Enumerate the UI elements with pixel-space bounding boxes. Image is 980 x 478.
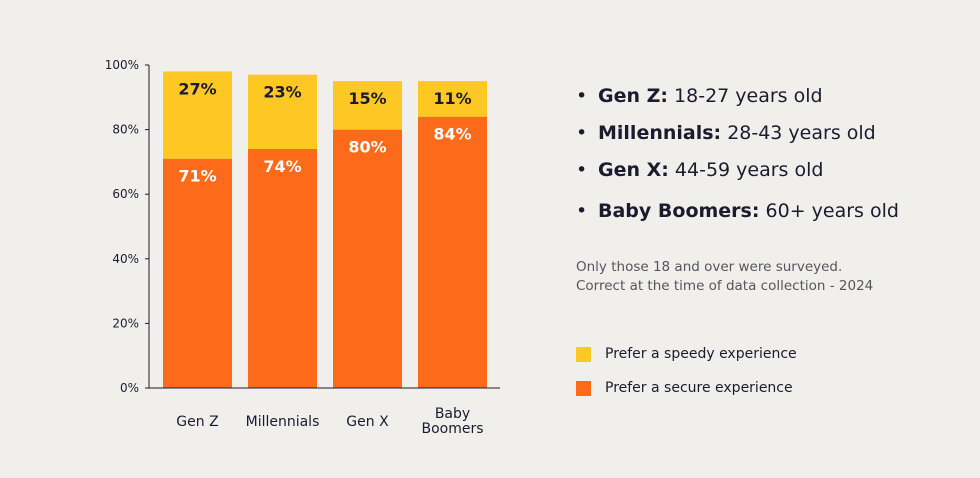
note-line-1: Only those 18 and over were surveyed. — [576, 259, 843, 275]
y-tick-label: 60% — [112, 187, 139, 201]
x-tick-label: Millennials — [246, 414, 320, 430]
survey-note: Only those 18 and over were surveyed. Co… — [576, 258, 873, 296]
legend-label: Prefer a speedy experience — [605, 346, 797, 362]
bullet-desc: 44-59 years old — [674, 159, 824, 181]
bullet-baby-boomers: Baby Boomers: 60+ years old — [576, 197, 899, 234]
data-label: 15% — [348, 89, 386, 108]
bar-secure — [248, 148, 317, 388]
x-tick-label: Gen Z — [176, 414, 218, 430]
x-tick-label: Gen X — [346, 414, 389, 430]
y-tick-label: 20% — [112, 316, 139, 330]
y-tick-label: 100% — [105, 58, 139, 72]
generation-age-list: Gen Z: 18-27 years old Millennials: 28-4… — [576, 82, 899, 234]
x-tick-label: Baby — [435, 406, 470, 422]
bar-speedy — [333, 81, 402, 130]
stacked-bar-chart: 0% 20% 40% 60% 80% 100% 71% 27% Gen Z 74% 23% Mille… — [105, 58, 500, 437]
bar-speedy — [418, 81, 487, 117]
data-label: 80% — [348, 138, 386, 157]
data-label: 23% — [263, 83, 301, 102]
bullet-gen-z: Gen Z: 18-27 years old — [576, 82, 899, 119]
bullet-desc: 18-27 years old — [674, 85, 823, 107]
data-label: 27% — [178, 79, 216, 98]
legend-swatch-secure — [576, 380, 591, 396]
y-tick-label: 80% — [112, 123, 139, 137]
bar-speedy — [248, 74, 317, 149]
data-label: 71% — [178, 167, 216, 186]
bullet-term: Gen X: — [598, 159, 669, 181]
note-line-2: Correct at the time of data collection -… — [576, 278, 874, 294]
bullet-term: Gen Z: — [598, 85, 668, 107]
legend-item-speedy: Prefer a speedy experience — [576, 337, 797, 371]
bar-speedy — [163, 71, 232, 159]
bar-secure — [333, 129, 402, 388]
bullet-desc: 60+ years old — [765, 200, 899, 222]
x-tick-label: Boomers — [421, 421, 483, 437]
legend-item-secure: Prefer a secure experience — [576, 371, 797, 405]
bullet-millennials: Millennials: 28-43 years old — [576, 119, 899, 156]
bar-secure — [163, 158, 232, 388]
chart-legend: Prefer a speedy experience Prefer a secu… — [576, 337, 797, 405]
bullet-term: Millennials: — [598, 122, 722, 144]
data-label: 84% — [433, 125, 471, 144]
data-label: 74% — [263, 157, 301, 176]
legend-label: Prefer a secure experience — [605, 380, 793, 396]
y-tick-label: 40% — [112, 252, 139, 266]
y-tick-label: 0% — [120, 381, 139, 395]
legend-swatch-speedy — [576, 346, 591, 362]
bullet-gen-x: Gen X: 44-59 years old — [576, 156, 899, 193]
bar-secure — [418, 116, 487, 389]
bullet-term: Baby Boomers: — [598, 200, 760, 222]
data-label: 11% — [433, 89, 471, 108]
bullet-desc: 28-43 years old — [727, 122, 876, 144]
